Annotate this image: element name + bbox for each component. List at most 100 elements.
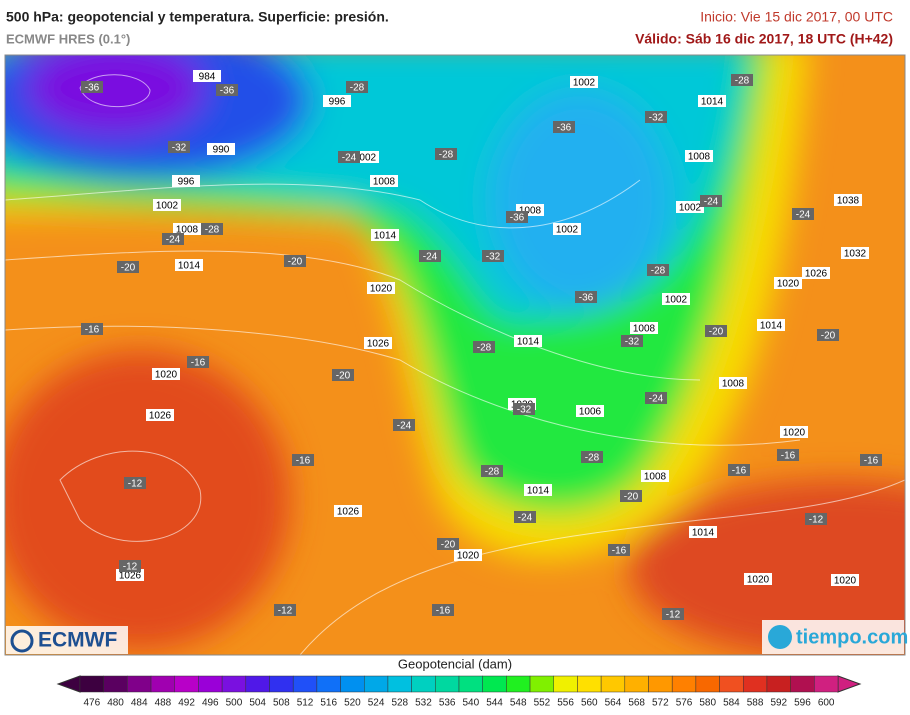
temperature-label-box [860, 454, 882, 466]
colorbar-tick-label: 588 [747, 698, 764, 709]
colorbar-tick-label: 552 [534, 698, 551, 709]
valid-time: Válido: Sáb 16 dic 2017, 18 UTC (H+42) [635, 31, 893, 47]
colorbar-tick-label: 508 [273, 698, 290, 709]
temperature-label-box [645, 111, 667, 123]
logo-ecmwf: ECMWF [38, 629, 117, 652]
temperature-label-box [435, 148, 457, 160]
isobar-label: 1020 [777, 279, 800, 290]
isobar-label: 1002 [556, 225, 579, 236]
temperature-label-box [621, 335, 643, 347]
temperature-label-box [553, 121, 575, 133]
isobar-label-box [831, 574, 859, 586]
temperature-label-box [731, 74, 753, 86]
temperature-label: -24 [796, 210, 811, 221]
temperature-label: -28 [350, 83, 365, 94]
logo-icon [10, 629, 34, 653]
isobar-label-box [371, 229, 399, 241]
temperature-label: -32 [649, 113, 664, 124]
isobar-label-box [524, 484, 552, 496]
colorbar-segment [671, 675, 697, 693]
temperature-label: -16 [612, 546, 627, 557]
colorbar-segment [174, 675, 199, 693]
isobar-label-box [146, 409, 174, 421]
temperature-label-box [514, 511, 536, 523]
temperature-label-box [700, 195, 722, 207]
temperature-label: -28 [205, 225, 220, 236]
colorbar-segment [198, 675, 223, 693]
temperature-label-box [575, 291, 597, 303]
colorbar-tick-label: 592 [770, 698, 787, 709]
colorbar-segment [577, 675, 602, 693]
colorbar-tick-label: 528 [391, 698, 408, 709]
temperature-label: -16 [296, 456, 311, 467]
isobar-label: 1002 [679, 203, 702, 214]
colorbar-tick-label: 556 [557, 698, 574, 709]
colorbar-tick-label: 568 [628, 698, 645, 709]
isobar-label: 1020 [155, 370, 178, 381]
isobar-label: 1014 [760, 321, 783, 332]
temperature-label-box [201, 223, 223, 235]
colorbar-segment [245, 675, 270, 693]
colorbar-tick-label: 540 [463, 698, 480, 709]
temperature-label: -12 [666, 610, 681, 621]
isobar-label-box [685, 150, 713, 162]
temperature-label: -28 [477, 343, 492, 354]
colorbar-segment [103, 675, 128, 693]
colorbar-tick-label: 548 [510, 698, 527, 709]
colorbar-tick-label: 512 [297, 698, 314, 709]
isobar-label-box [576, 405, 604, 417]
colorbar-segment [316, 675, 341, 693]
temperature-label-box [338, 151, 360, 163]
temperature-label-box [168, 141, 190, 153]
temperature-label-box [620, 490, 642, 502]
colorbar-tick-label: 520 [344, 698, 361, 709]
temperature-label: -28 [439, 150, 454, 161]
colorbar-segment [766, 675, 791, 693]
colorbar-tick-label: 580 [699, 698, 716, 709]
isobar-label: 1008 [519, 206, 542, 217]
isobar-label: 990 [213, 145, 230, 156]
temperature-label: -36 [579, 293, 594, 304]
isobar-label: 1026 [119, 571, 142, 582]
colorbar-segment [269, 675, 294, 693]
isobar-label: 1026 [367, 339, 390, 350]
colorbar-segment [624, 675, 649, 693]
isobar-label-box [173, 223, 201, 235]
colorbar-segment [364, 675, 389, 693]
temperature-label: -24 [518, 513, 533, 524]
colorbar-tick-label: 560 [581, 698, 598, 709]
isobar-label: 1008 [688, 152, 711, 163]
isobar-label: 996 [178, 177, 195, 188]
temperature-label-box [473, 341, 495, 353]
temperature-label-box [662, 608, 684, 620]
temperature-label: -36 [557, 123, 572, 134]
isobar-label: 996 [329, 97, 346, 108]
colorbar-tick-label: 576 [676, 698, 693, 709]
logo-tiempo: tiempo.com [796, 626, 908, 648]
temperature-label: -24 [704, 197, 719, 208]
colorbar-tick-label: 496 [202, 698, 219, 709]
temperature-label-box [119, 560, 141, 572]
temperature-label: -12 [123, 562, 138, 573]
isobar-label: 1008 [633, 324, 656, 335]
temperature-label: -24 [397, 421, 412, 432]
isobar-label: 1020 [783, 428, 806, 439]
isobar-label-box [780, 426, 808, 438]
temperature-label-box [419, 250, 441, 262]
isobar-label: 1014 [517, 337, 540, 348]
colorbar-tick-label: 532 [415, 698, 432, 709]
isobar-label-box [570, 76, 598, 88]
map-labels: 984 990 996 996 1002 1008 1014 1002 1008 1014 1020… [81, 70, 882, 621]
colorbar-segment [435, 675, 460, 693]
temperature-label-box [346, 81, 368, 93]
colorbar-tick-label: 516 [320, 698, 337, 709]
isobar-label: 1002 [156, 201, 179, 212]
colorbar-segment [387, 675, 412, 693]
temperature-label: -28 [735, 76, 750, 87]
temperature-label-box [124, 477, 146, 489]
temperature-label: -20 [121, 263, 136, 274]
isobar-label: 1026 [337, 507, 360, 518]
isobar-label: 1008 [373, 177, 396, 188]
temperature-label-box [393, 419, 415, 431]
